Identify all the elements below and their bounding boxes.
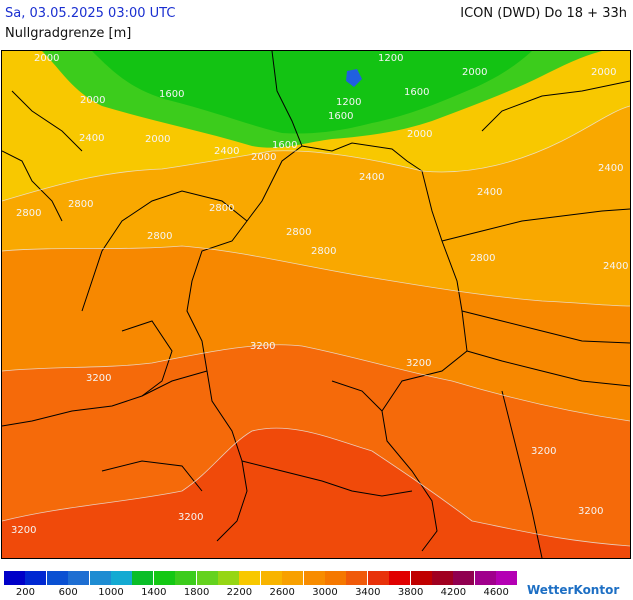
legend-swatch [496,571,518,585]
legend-tick-label: 2600 [269,587,295,598]
contour-label: 2400 [359,172,384,183]
legend-swatch [303,571,325,585]
legend-swatch [111,571,132,585]
band-3400-plus [2,428,630,558]
contour-label: 3200 [178,512,203,523]
legend-tick-label: 600 [58,587,78,598]
contour-label: 2800 [16,208,41,219]
legend-swatch [282,571,304,585]
contour-label: 2000 [462,67,487,78]
contour-label: 2400 [214,146,239,157]
legend-tick-label: 200 [15,587,35,598]
legend-swatch [239,571,261,585]
contour-label: 2000 [80,95,105,106]
contour-label: 2400 [477,187,502,198]
contour-label: 3200 [531,446,556,457]
map-canvas: 2000 1600 2000 1200 1200 1600 1600 2000 … [2,51,630,558]
contour-label: 1200 [336,97,361,108]
legend-swatch [132,571,154,585]
legend-tick-label: 3800 [397,587,424,598]
contour-label: 1600 [159,89,184,100]
contour-label: 2400 [603,261,628,272]
contour-label: 2800 [147,231,172,242]
lake-shape [346,69,362,87]
contour-label: 1600 [272,140,297,151]
contour-label: 1600 [404,87,429,98]
contour-label: 3200 [250,341,275,352]
brand-logo: WetterKontor [527,583,619,597]
contour-label: 2800 [209,203,234,214]
band-3200 [2,344,630,546]
legend-tick-label: 3000 [312,587,338,598]
legend-tick-label: 4600 [483,587,509,598]
contour-label: 2800 [470,253,495,264]
legend-swatch [46,571,68,585]
contour-label: 3200 [578,506,603,517]
legend-swatch [153,571,175,585]
legend-swatch [325,571,346,585]
contour-label: 2000 [251,152,276,163]
legend-swatch [175,571,197,585]
legend-swatch [389,571,411,585]
forecast-date-label: Sa, 03.05.2025 03:00 UTC [5,6,176,21]
legend-swatch [453,571,475,585]
legend-swatch [218,571,239,585]
legend-tick-label: 1400 [141,587,167,598]
legend-swatch [4,571,25,585]
border-lines [2,51,630,558]
contour-lines [2,105,630,547]
brand-name: WetterKontor [527,583,620,597]
legend-swatch [367,571,389,585]
legend-tick-label: 1800 [183,587,210,598]
legend-tick-label: 3400 [355,587,381,598]
legend-swatch [260,571,282,585]
parameter-title: Nullgradgrenze [m] [5,26,132,41]
contour-label: 2000 [34,53,59,64]
contour-label: 3200 [86,373,111,384]
legend-tick-label: 1000 [98,587,124,598]
contour-label-group: 2000 1600 2000 1200 1200 1600 1600 2000 … [11,53,628,536]
legend-tick-label: 2200 [226,587,253,598]
legend-swatch [432,571,453,585]
band-2800 [2,246,630,421]
legend-swatch [196,571,218,585]
contour-label: 1200 [378,53,403,64]
legend-swatch [346,571,368,585]
legend-swatch [410,571,432,585]
contour-label: 2800 [311,246,336,257]
contour-label: 2000 [591,67,616,78]
contour-label: 3200 [11,525,36,536]
band-2400 [2,106,630,306]
contour-label: 2000 [145,134,170,145]
model-run-label: ICON (DWD) Do 18 + 33h [460,6,627,21]
band-1600 [92,51,532,134]
legend-swatch [474,571,496,585]
contour-label: 1600 [328,111,353,122]
contour-label: 2400 [598,163,623,174]
legend-tick-label: 4200 [440,587,467,598]
freezing-level-map: 2000 1600 2000 1200 1200 1600 1600 2000 … [1,50,631,559]
legend-swatch [89,571,111,585]
contour-label: 2800 [68,199,93,210]
contour-label: 2800 [286,227,311,238]
contour-label: 2400 [79,133,104,144]
legend-swatch [25,571,47,585]
contour-label: 2000 [407,129,432,140]
contour-label: 3200 [406,358,431,369]
legend-swatch [68,571,90,585]
